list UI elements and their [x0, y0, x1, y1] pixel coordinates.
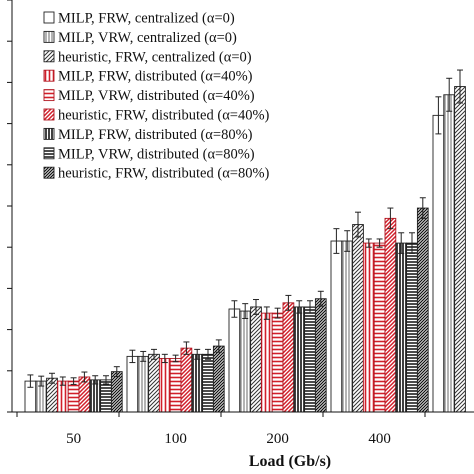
bar: [239, 310, 252, 413]
bar: [406, 242, 418, 413]
bar: [148, 353, 160, 413]
legend-swatch: [43, 50, 55, 63]
bar: [416, 207, 429, 413]
legend-label: heuristic, FRW, centralized (α=0): [58, 49, 252, 65]
bar: [282, 302, 295, 413]
bar: [110, 371, 123, 413]
legend-label: MILP, VRW, centralized (α=0): [58, 30, 237, 46]
legend-label: MILP, FRW, distributed (α=80%): [58, 127, 253, 143]
bar: [304, 306, 316, 413]
bar: [330, 240, 343, 413]
legend-swatch: [43, 89, 55, 102]
bar: [454, 86, 466, 413]
legend-swatch: [43, 147, 55, 160]
legend-label: MILP, FRW, centralized (α=0): [58, 11, 235, 27]
bar: [202, 353, 214, 413]
x-tick-label: 200: [266, 431, 289, 447]
legend-label: MILP, FRW, distributed (α=40%): [58, 69, 253, 85]
legend-swatch: [43, 166, 55, 179]
legend-swatch: [43, 127, 55, 140]
legend-swatch: [43, 108, 55, 121]
bar: [341, 240, 354, 413]
legend: MILP, FRW, centralized (α=0) MILP, VRW, c…: [43, 11, 270, 182]
legend-swatch: [43, 11, 55, 24]
bars-layer: [24, 69, 466, 413]
bar: [137, 355, 150, 413]
bar: [260, 312, 273, 413]
legend-label: heuristic, FRW, distributed (α=40%): [58, 108, 270, 124]
bar: [395, 242, 408, 413]
legend-swatch: [43, 69, 55, 82]
bar: [180, 347, 193, 413]
bar: [158, 357, 171, 413]
bar: [191, 353, 204, 413]
bar: [373, 242, 386, 413]
bar: [271, 312, 284, 413]
x-axis-title: Load (Gb/s): [249, 453, 331, 470]
bar: [89, 379, 102, 413]
bar: [443, 94, 456, 413]
bar: [56, 380, 69, 413]
bar: [384, 217, 397, 413]
bar: [212, 345, 225, 413]
legend-label: heuristic, FRW, distributed (α=80%): [58, 166, 270, 182]
bar: [293, 306, 306, 413]
bar: [352, 224, 364, 413]
x-tick-label: 400: [368, 431, 391, 447]
bar: [250, 306, 262, 413]
legend-label: MILP, VRW, distributed (α=80%): [58, 146, 255, 162]
bar: [362, 242, 375, 413]
axes-layer: 50 100 200 400 Load (Gb/s): [7, 0, 474, 470]
bar: [126, 355, 139, 413]
bar: [169, 357, 182, 413]
x-tick-label: 50: [66, 431, 81, 447]
bar: [228, 308, 241, 413]
legend-swatch: [43, 30, 55, 43]
bar: [432, 114, 445, 413]
bar: [100, 379, 112, 413]
bar: [314, 298, 327, 413]
x-tick-label: 100: [164, 431, 187, 447]
bar: [67, 380, 80, 413]
legend-label: MILP, VRW, distributed (α=40%): [58, 88, 255, 104]
